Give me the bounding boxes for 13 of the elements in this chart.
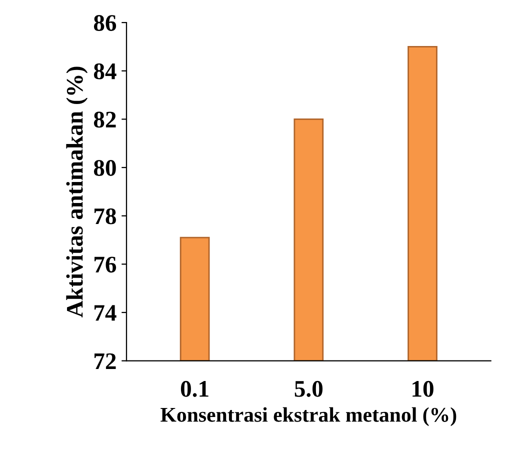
y-tick-label: 84 — [94, 63, 116, 80]
y-tick-label: 82 — [94, 112, 116, 128]
y-tick-label: 86 — [94, 15, 116, 31]
x-tick-label: 10 — [412, 380, 434, 397]
x-tick-label: 0.1 — [180, 380, 208, 397]
y-tick-label: 80 — [94, 160, 116, 176]
y-tick-label: 78 — [94, 208, 116, 224]
x-axis-title: Konsentrasi ekstrak metanol (%) — [160, 407, 456, 426]
x-tick-label: 5.0 — [294, 380, 323, 397]
y-tick-label: 74 — [94, 305, 116, 321]
y-tick-label: 76 — [94, 256, 116, 273]
y-axis-title: Aktivitas antimakan (%) — [66, 66, 88, 318]
y-tick-label: 72 — [94, 353, 116, 369]
